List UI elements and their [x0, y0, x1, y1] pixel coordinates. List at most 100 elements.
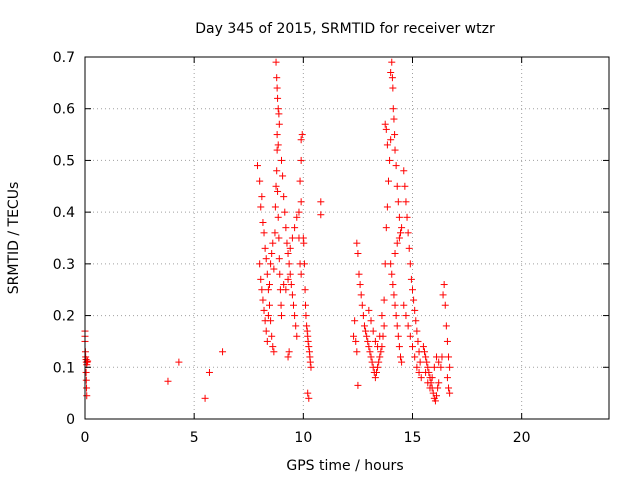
data-point: [381, 120, 389, 128]
data-point: [288, 291, 296, 299]
data-point: [304, 389, 312, 397]
data-point: [353, 348, 361, 356]
data-point: [439, 291, 447, 299]
data-point: [296, 177, 304, 185]
data-point: [366, 348, 374, 356]
data-point: [297, 198, 305, 206]
data-point: [395, 343, 403, 351]
data-point: [297, 136, 305, 144]
y-tick-label: 0: [66, 412, 75, 428]
data-point: [292, 322, 300, 330]
data-point: [257, 203, 265, 211]
data-point: [388, 58, 396, 66]
data-point: [274, 141, 282, 149]
data-point: [275, 110, 283, 118]
plot-frame: [84, 56, 610, 420]
data-point: [260, 306, 268, 314]
x-tick-label: 15: [404, 430, 422, 446]
data-point: [375, 358, 383, 366]
data-point: [274, 94, 282, 102]
data-point: [409, 343, 416, 351]
data-point: [293, 213, 301, 221]
data-point: [394, 198, 402, 206]
data-point: [405, 244, 413, 252]
data-point: [256, 260, 264, 268]
data-point: [293, 332, 301, 340]
data-point: [284, 275, 292, 283]
data-point: [431, 397, 439, 405]
data-point: [302, 312, 310, 320]
data-point: [286, 244, 294, 252]
data-point: [367, 317, 375, 325]
data-point: [422, 353, 430, 361]
data-point: [256, 177, 264, 185]
data-point: [82, 376, 90, 384]
data-point: [369, 327, 377, 335]
data-point: [271, 203, 279, 211]
data-point: [274, 213, 282, 221]
data-point: [287, 281, 295, 289]
data-point: [413, 363, 421, 371]
data-point: [377, 348, 385, 356]
data-point: [393, 239, 401, 247]
data-point: [360, 322, 368, 330]
data-point: [259, 296, 267, 304]
data-point: [417, 374, 425, 382]
data-point: [269, 343, 277, 351]
data-point: [430, 363, 438, 371]
data-point: [355, 270, 363, 278]
data-point: [280, 193, 288, 201]
data-point: [401, 182, 409, 190]
data-point: [298, 131, 306, 139]
data-point: [404, 322, 412, 330]
data-point: [275, 255, 283, 263]
data-point: [304, 337, 312, 345]
data-point: [280, 281, 288, 289]
y-tick-label: 0.5: [53, 153, 75, 169]
data-point: [388, 270, 396, 278]
data-point: [384, 177, 392, 185]
data-point: [390, 115, 398, 123]
data-point: [269, 239, 277, 247]
data-point: [440, 281, 448, 289]
data-point: [82, 368, 90, 376]
data-point: [435, 379, 443, 387]
data-point: [413, 327, 421, 335]
y-tick-label: 0.3: [53, 257, 75, 273]
y-tick-label: 0.1: [53, 360, 75, 376]
data-point: [364, 337, 372, 345]
data-point: [395, 213, 403, 221]
data-point: [260, 229, 268, 237]
data-point: [261, 244, 269, 252]
data-point: [284, 250, 292, 258]
data-point: [392, 312, 400, 320]
data-point: [403, 213, 411, 221]
data-point: [271, 229, 279, 237]
data-point: [396, 229, 404, 237]
data-point: [419, 343, 427, 351]
data-point: [415, 368, 423, 376]
data-point: [394, 332, 402, 340]
data-point: [424, 379, 432, 387]
data-point: [382, 125, 390, 133]
data-point: [270, 348, 278, 356]
data-point: [446, 363, 454, 371]
data-point: [268, 250, 276, 258]
data-point: [273, 167, 281, 175]
data-point: [301, 286, 309, 294]
data-point: [290, 301, 298, 309]
chart-title: Day 345 of 2015, SRMTID for receiver wtz…: [195, 21, 495, 37]
data-point: [282, 286, 290, 294]
data-point: [282, 224, 290, 232]
data-point: [352, 337, 360, 345]
data-point: [264, 286, 272, 294]
data-point: [365, 306, 373, 314]
data-point: [383, 203, 391, 211]
data-point: [270, 265, 278, 273]
data-point: [428, 374, 436, 382]
y-tick-label: 0.6: [53, 102, 75, 118]
data-point: [441, 301, 449, 309]
data-point: [391, 250, 399, 258]
data-point: [357, 291, 365, 299]
data-point: [443, 374, 451, 382]
